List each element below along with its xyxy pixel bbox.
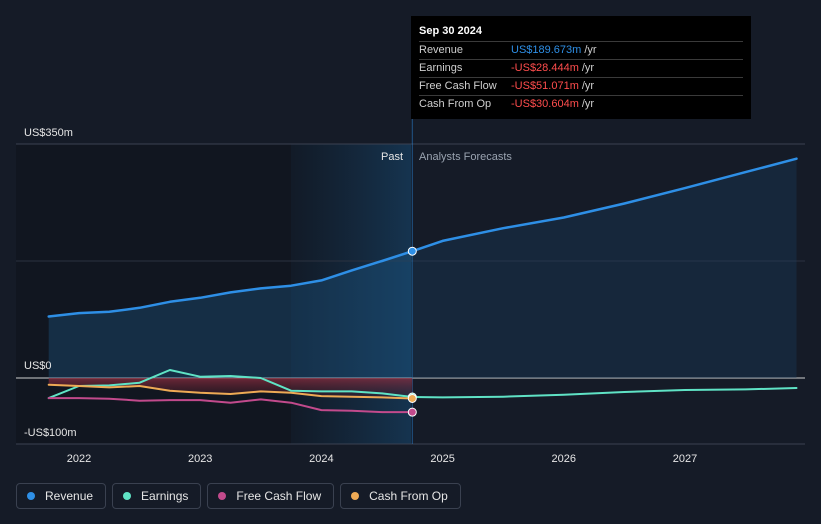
tooltip-label: Free Cash Flow <box>419 80 497 92</box>
series-line-free-cash-flow <box>47 397 414 414</box>
x-tick-label: 2027 <box>673 453 697 465</box>
y-label-min: -US$100m <box>24 427 77 439</box>
legend-label: Free Cash Flow <box>236 489 322 503</box>
series-line-earnings <box>47 369 414 400</box>
tooltip-unit: /yr <box>581 98 595 110</box>
series-line-revenue-forecast <box>411 157 798 253</box>
x-tick-label: 2024 <box>309 453 333 465</box>
tooltip-unit: /yr <box>581 80 595 92</box>
revenue-area <box>48 251 413 378</box>
tooltip: Sep 30 2024 Revenue US$189.673m /yr Earn… <box>411 16 751 119</box>
legend-dot-icon <box>218 492 227 500</box>
legend: Revenue Earnings Free Cash Flow Cash Fro… <box>16 483 461 509</box>
legend-dot-icon <box>351 492 360 500</box>
legend-item-cash-from-op[interactable]: Cash From Op <box>340 483 461 509</box>
tooltip-date: Sep 30 2024 <box>419 25 482 37</box>
series-line-revenue <box>47 249 414 318</box>
tooltip-value: US$189.673m <box>511 44 582 56</box>
tooltip-unit: /yr <box>581 62 595 74</box>
x-tick-label: 2023 <box>188 453 212 465</box>
series-line-cash-from-op <box>47 383 414 400</box>
past-label: Past <box>381 151 403 163</box>
legend-item-revenue[interactable]: Revenue <box>16 483 107 509</box>
point-marker-cash-from-op <box>407 393 417 403</box>
legend-label: Revenue <box>45 489 94 503</box>
tooltip-label: Cash From Op <box>419 98 492 110</box>
y-label-zero: US$0 <box>24 360 52 372</box>
x-tick-label: 2022 <box>67 453 91 465</box>
x-tick-label: 2026 <box>552 453 576 465</box>
revenue-forecast-area <box>412 158 797 378</box>
tooltip-row-cash-from-op: Cash From Op -US$30.604m /yr <box>419 95 743 113</box>
legend-item-earnings[interactable]: Earnings <box>112 483 202 509</box>
point-marker-free-cash-flow <box>407 407 417 417</box>
tooltip-row-revenue: Revenue US$189.673m /yr <box>419 41 743 59</box>
forecast-label: Analysts Forecasts <box>419 151 512 163</box>
tooltip-label: Revenue <box>419 44 464 56</box>
tooltip-row-free-cash-flow: Free Cash Flow -US$51.071m /yr <box>419 77 743 95</box>
tooltip-row-earnings: Earnings -US$28.444m /yr <box>419 59 743 77</box>
legend-label: Cash From Op <box>369 489 448 503</box>
legend-dot-icon <box>27 492 35 500</box>
tooltip-value: -US$28.444m <box>511 62 579 74</box>
y-label-max: US$350m <box>24 127 73 139</box>
tooltip-value: -US$51.071m <box>511 80 579 92</box>
tooltip-value: -US$30.604m <box>511 98 579 110</box>
x-tick-label: 2025 <box>430 453 454 465</box>
legend-item-free-cash-flow[interactable]: Free Cash Flow <box>207 483 335 509</box>
legend-label: Earnings <box>141 489 189 503</box>
tooltip-unit: /yr <box>584 44 597 56</box>
tooltip-label: Earnings <box>419 62 463 74</box>
point-marker-revenue <box>407 246 417 256</box>
legend-dot-icon <box>123 492 132 500</box>
series-line-earnings-forecast <box>411 387 798 399</box>
